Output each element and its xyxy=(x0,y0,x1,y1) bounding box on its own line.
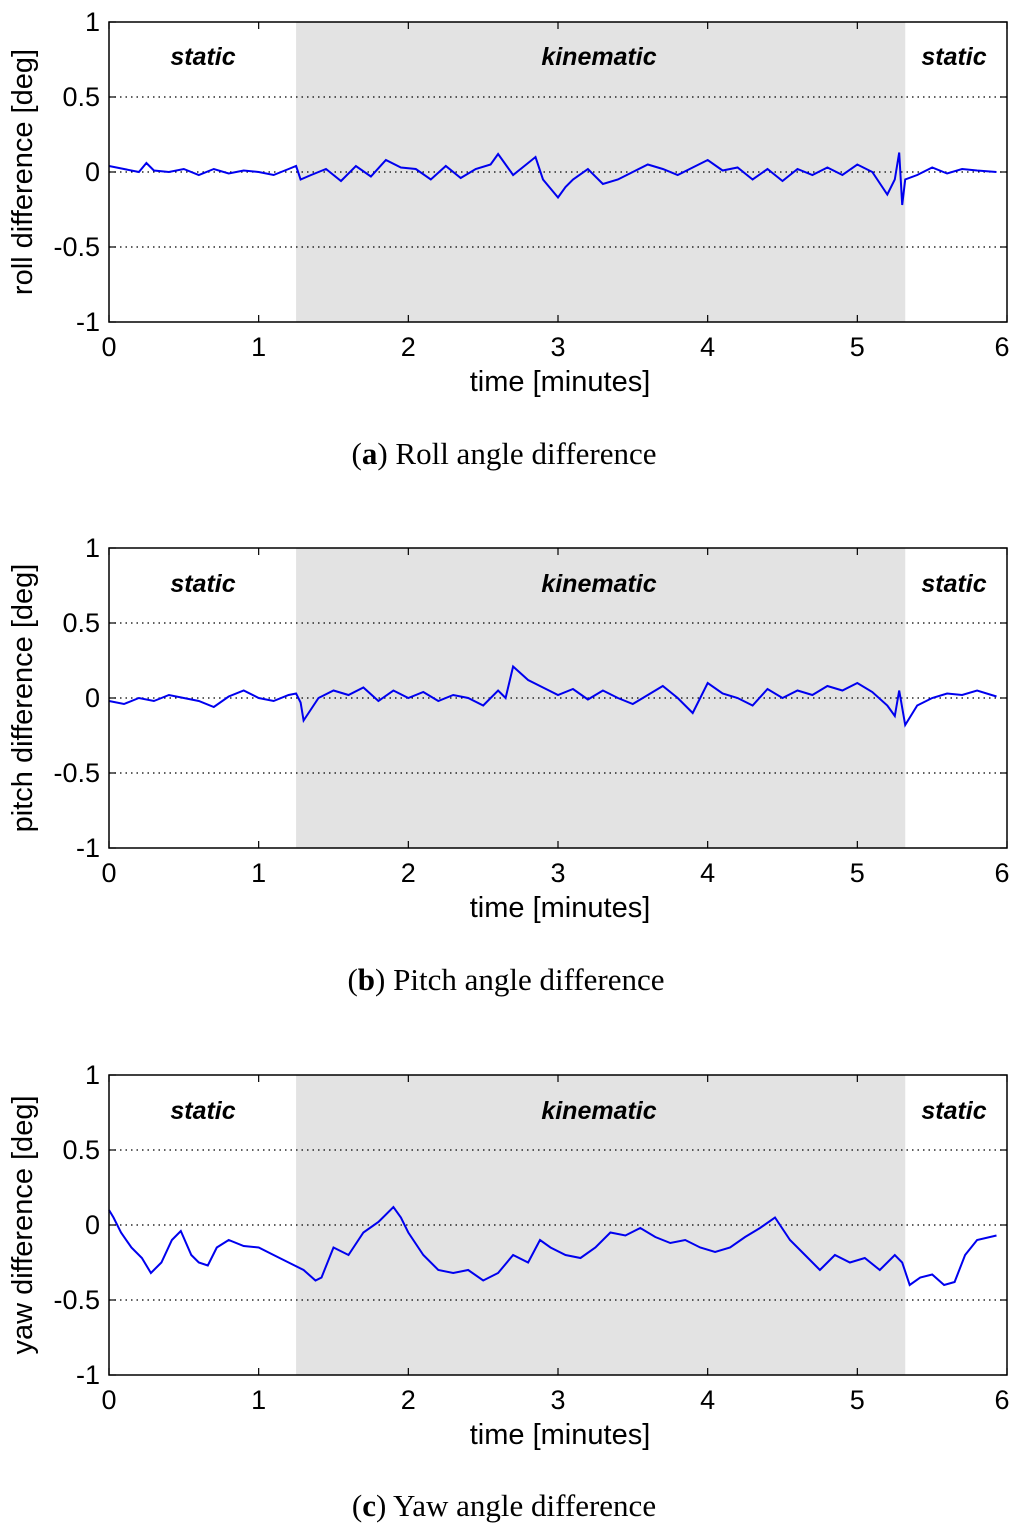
y-tick-label: 1 xyxy=(85,1060,100,1090)
y-tick-label: -1 xyxy=(76,1360,100,1390)
y-tick-label: 0.5 xyxy=(62,608,100,638)
x-tick-label: 6 xyxy=(994,332,1009,362)
panel-pitch: static kinematic static 1 0.5 0 -0.5 -1 … xyxy=(7,533,1010,997)
region-label-static-right: static xyxy=(921,570,986,598)
x-tick-label: 5 xyxy=(850,1385,865,1415)
x-tick-label: 0 xyxy=(101,858,116,888)
region-label-static-right: static xyxy=(921,1097,986,1125)
region-label-kinematic: kinematic xyxy=(541,1097,656,1125)
caption-text: Yaw angle difference xyxy=(393,1488,656,1523)
x-tick-label: 1 xyxy=(251,332,266,362)
y-tick-label: 1 xyxy=(85,533,100,563)
x-tick-label: 4 xyxy=(700,858,715,888)
axis-ticks xyxy=(108,21,1008,323)
caption-text: Pitch angle difference xyxy=(393,962,664,997)
caption-letter: c xyxy=(362,1488,376,1523)
x-axis-label: time [minutes] xyxy=(470,892,651,924)
x-tick-label: 0 xyxy=(101,332,116,362)
region-label-static-left: static xyxy=(170,1097,235,1125)
axis-ticks xyxy=(108,547,1008,849)
y-tick-label: -1 xyxy=(76,307,100,337)
y-tick-label: -0.5 xyxy=(53,1285,100,1315)
caption: (a) Roll angle difference xyxy=(352,436,657,471)
x-tick-label: 2 xyxy=(401,332,416,362)
region-label-static-right: static xyxy=(921,43,986,71)
x-tick-label: 6 xyxy=(994,1385,1009,1415)
y-tick-label: -0.5 xyxy=(53,758,100,788)
y-axis-label: pitch difference [deg] xyxy=(7,564,39,833)
x-axis-label: time [minutes] xyxy=(470,1419,651,1451)
x-tick-label: 1 xyxy=(251,1385,266,1415)
y-tick-label: 0.5 xyxy=(62,1135,100,1165)
y-tick-label: 0 xyxy=(85,683,100,713)
axis-ticks xyxy=(108,1074,1008,1376)
yaw-difference-line xyxy=(108,1205,997,1287)
region-label-kinematic: kinematic xyxy=(541,43,656,71)
x-tick-label: 2 xyxy=(401,858,416,888)
grid-lines xyxy=(109,1149,1007,1301)
x-tick-label: 5 xyxy=(850,332,865,362)
roll-difference-line xyxy=(108,152,997,206)
region-label-static-left: static xyxy=(170,570,235,598)
shaded-region-kinematic xyxy=(296,548,906,848)
y-axis-label: roll difference [deg] xyxy=(7,49,39,295)
y-tick-label: 0.5 xyxy=(62,82,100,112)
shaded-region-kinematic xyxy=(296,1075,906,1375)
x-tick-label: 4 xyxy=(700,332,715,362)
panel-roll: static kinematic static 1 0.5 0 -0.5 -1 … xyxy=(7,7,1010,471)
y-axis-label: yaw difference [deg] xyxy=(7,1095,39,1354)
x-tick-label: 3 xyxy=(550,858,565,888)
caption: (b) Pitch angle difference xyxy=(347,962,664,997)
panel-yaw: static kinematic static 1 0.5 0 -0.5 -1 … xyxy=(7,1060,1010,1523)
x-tick-label: 1 xyxy=(251,858,266,888)
x-tick-label: 3 xyxy=(550,332,565,362)
caption-letter: b xyxy=(358,962,375,997)
region-label-static-left: static xyxy=(170,43,235,71)
x-tick-label: 5 xyxy=(850,858,865,888)
y-tick-label: 0 xyxy=(85,1210,100,1240)
caption-letter: a xyxy=(362,436,378,471)
y-tick-label: 1 xyxy=(85,7,100,37)
x-tick-label: 4 xyxy=(700,1385,715,1415)
caption: (c) Yaw angle difference xyxy=(352,1488,656,1523)
x-axis-label: time [minutes] xyxy=(470,366,651,398)
x-tick-label: 3 xyxy=(550,1385,565,1415)
region-label-kinematic: kinematic xyxy=(541,570,656,598)
x-tick-label: 6 xyxy=(994,858,1009,888)
pitch-difference-line xyxy=(108,664,997,728)
x-tick-label: 0 xyxy=(101,1385,116,1415)
x-tick-label: 2 xyxy=(401,1385,416,1415)
y-tick-label: -1 xyxy=(76,833,100,863)
y-tick-label: -0.5 xyxy=(53,232,100,262)
y-tick-label: 0 xyxy=(85,157,100,187)
caption-text: Roll angle difference xyxy=(395,436,656,471)
